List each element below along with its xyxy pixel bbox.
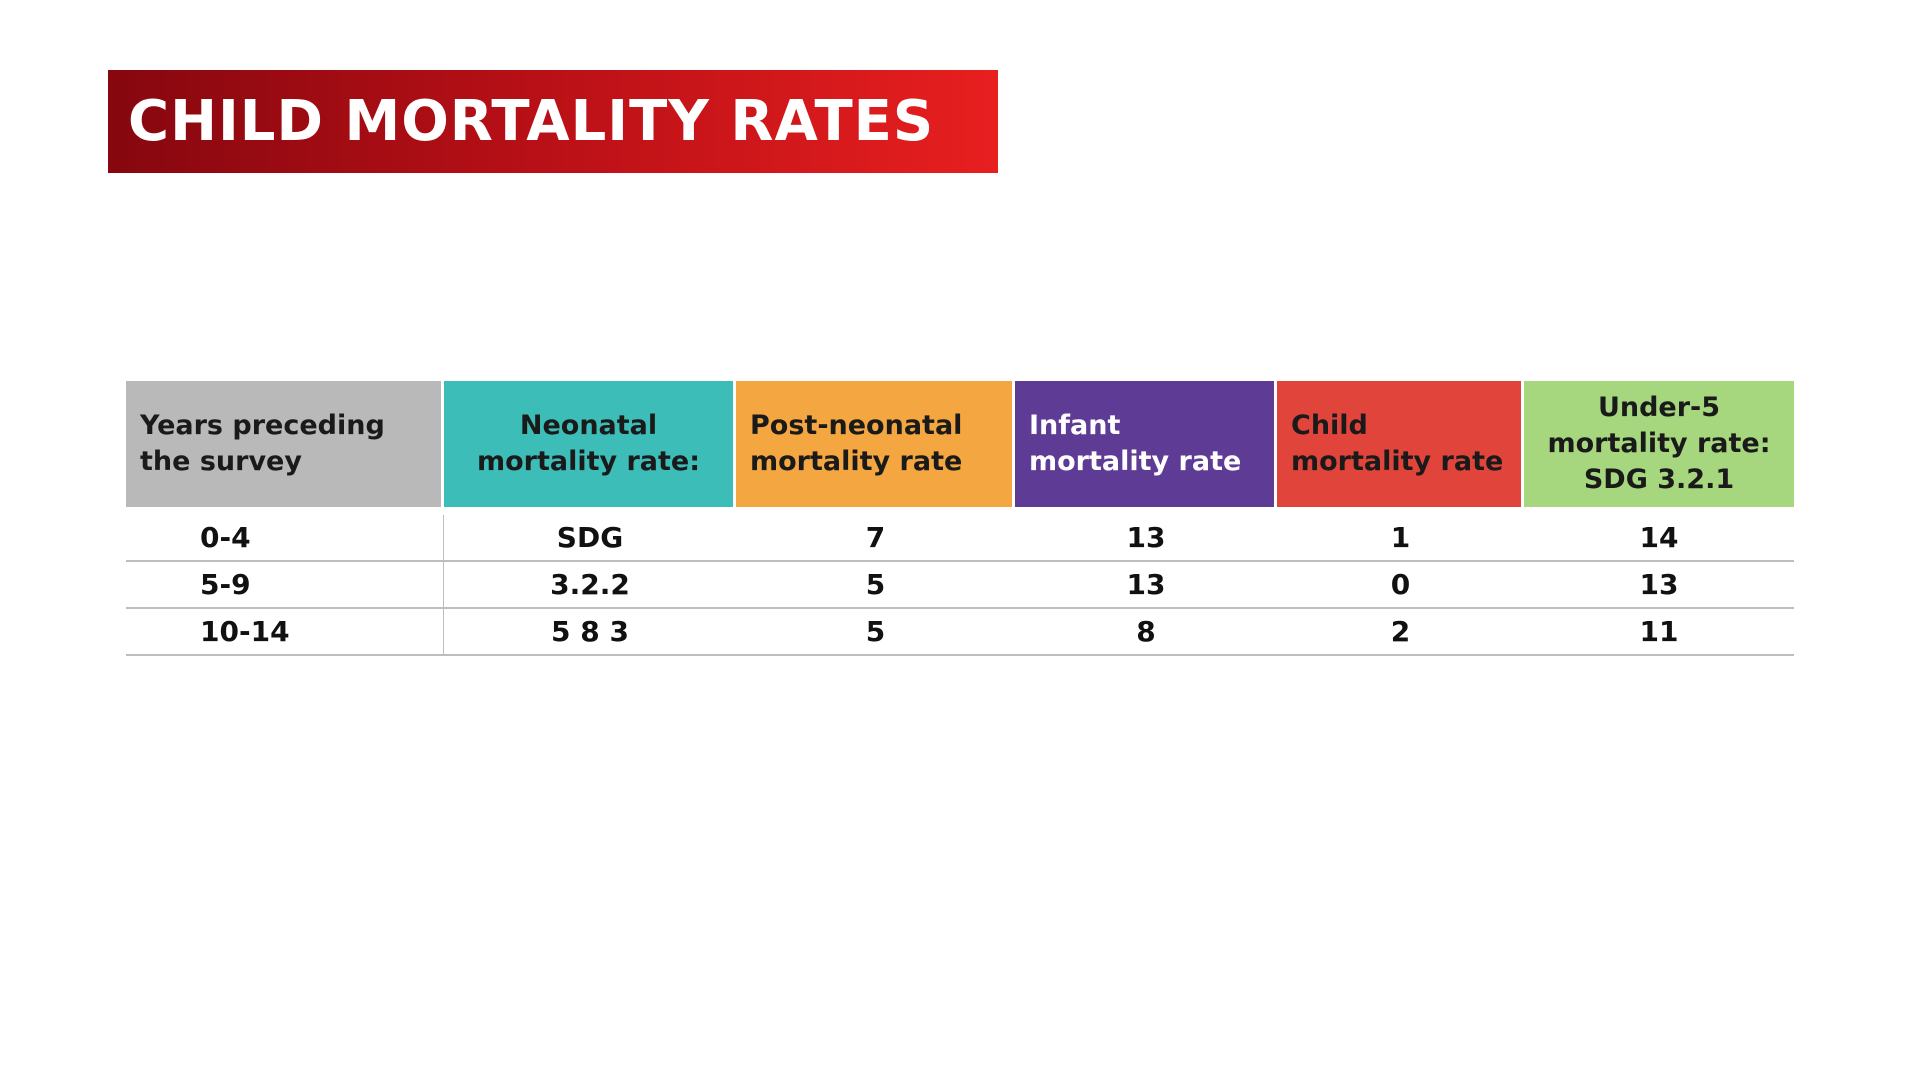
table-cell: 3.2.2 [550,568,630,601]
header-cell: Post-neonatal mortality rate [736,381,1015,507]
table: Years preceding the survey Neonatal morta… [126,381,1794,656]
table-cell: 0 [1390,568,1411,601]
table-cell: 5 [865,568,886,601]
table-cell: 1 [1390,521,1411,554]
table-cell: 8 [1136,615,1156,648]
table-row: 5-9 3.2.2 5 13 0 13 [126,562,1794,609]
table-cell: 5 8 3 [551,615,629,648]
header-cell: Neonatal mortality rate: [444,381,736,507]
table-row: 10-14 5 8 3 5 8 2 11 [126,609,1794,656]
header-cell: Child mortality rate [1277,381,1524,507]
table-cell: 13 [1126,568,1166,601]
header-cell: Infant mortality rate [1015,381,1277,507]
header-cell: Years preceding the survey [126,381,444,507]
header-row: Years preceding the survey Neonatal morta… [126,381,1794,507]
table-cell: 13 [1126,521,1166,554]
row-label: 5-9 [126,562,444,607]
table-cell: 5 [865,615,886,648]
header-cell: Under-5 mortality rate: SDG 3.2.1 [1524,381,1794,507]
row-label: 0-4 [126,515,444,560]
table-cell: 11 [1639,615,1679,648]
title-banner: CHILD MORTALITY RATES [108,70,998,173]
table-cell: 7 [865,521,886,554]
row-label: 10-14 [126,609,444,654]
table-cell: SDG [556,521,624,554]
table-cell: 13 [1639,568,1679,601]
table-cell: 2 [1390,615,1411,648]
table-row: 0-4 SDG 7 13 1 14 [126,515,1794,562]
table-cell: 14 [1639,521,1679,554]
